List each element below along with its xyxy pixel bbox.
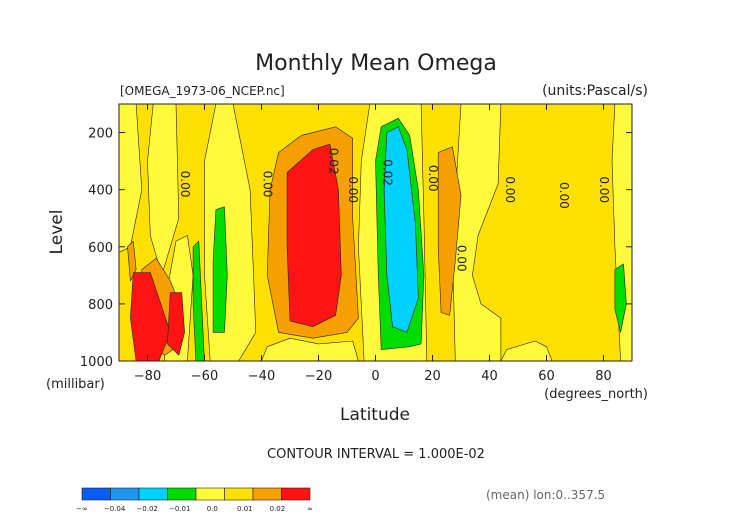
contour-band <box>614 263 627 333</box>
contour-band <box>437 146 462 316</box>
colorbar-label: −0.01 <box>169 505 190 513</box>
contour-band <box>500 340 553 361</box>
contour-label: 0.00 <box>261 171 275 198</box>
colorbar-swatch <box>81 487 111 501</box>
contour-band <box>611 104 632 361</box>
colorbar-label: −0.04 <box>104 505 126 513</box>
colorbar-swatch <box>110 487 140 501</box>
y-tick-label: 600 <box>88 241 113 256</box>
colorbar-swatch <box>138 487 168 501</box>
contour-label: 0.00 <box>178 171 192 198</box>
contour-band <box>119 104 143 253</box>
contour-band <box>261 337 359 361</box>
y-tick-label: 1000 <box>80 355 113 370</box>
contour-band <box>452 104 502 361</box>
units-label: (units:Pascal/s) <box>542 83 648 99</box>
y-tick-label: 400 <box>88 184 113 199</box>
x-tick-label: 60 <box>538 369 555 384</box>
y-unit-label: (millibar) <box>46 377 105 392</box>
x-tick-label: 80 <box>595 369 612 384</box>
contour-label: 0.00 <box>557 182 571 209</box>
contour-band <box>167 292 185 356</box>
y-tick-label: 800 <box>88 298 113 313</box>
x-tick-label: −40 <box>248 369 275 384</box>
colorbar-label: ∞ <box>307 505 313 513</box>
x-tick-label: 0 <box>371 369 379 384</box>
contour-band <box>192 240 205 361</box>
y-axis-label: Level <box>47 210 67 255</box>
x-tick-label: 40 <box>481 369 498 384</box>
contour-label: 0.00 <box>455 245 469 272</box>
colorbar-label: −0.02 <box>136 505 157 513</box>
footer-note: (mean) lon:0..357.5 <box>486 488 605 502</box>
colorbar-swatch <box>195 487 225 501</box>
contour-band <box>127 240 137 282</box>
colorbar-swatch <box>252 487 282 501</box>
chart-title: Monthly Mean Omega <box>255 51 497 76</box>
colorbar: −∞ −0.04 −0.02 −0.01 0.0 0.01 0.02 ∞ <box>76 487 313 513</box>
contour-interval-label: CONTOUR INTERVAL = 1.000E-02 <box>267 447 485 462</box>
colorbar-label: 0.0 <box>207 505 218 513</box>
colorbar-swatch <box>224 487 254 501</box>
y-tick-label: 200 <box>88 127 113 142</box>
x-tick-label: −60 <box>191 369 218 384</box>
contour-labels: 0.00 0.00 0.02 0.00 0.02 0.00 0.00 0.00 0.00 0.00 <box>178 148 611 272</box>
contour-label: 0.02 <box>380 159 394 186</box>
contour-label: 0.00 <box>503 176 517 203</box>
x-tick-label: −80 <box>134 369 161 384</box>
y-axis: 200 400 600 800 1000 <box>80 127 632 370</box>
x-unit-label: (degrees_north) <box>544 387 648 402</box>
contour-label: 0.02 <box>326 148 340 175</box>
colorbar-swatch <box>167 487 197 501</box>
contour-label: 0.00 <box>597 176 611 203</box>
contour-label: 0.00 <box>426 165 440 192</box>
colorbar-swatch <box>281 487 311 501</box>
x-axis-label: Latitude <box>340 405 410 425</box>
file-label: [OMEGA_1973-06_NCEP.nc] <box>120 84 285 98</box>
contour-band <box>383 126 419 333</box>
contour-label: 0.00 <box>346 176 360 203</box>
colorbar-label: 0.01 <box>237 505 253 513</box>
x-tick-label: −20 <box>305 369 332 384</box>
x-tick-label: 20 <box>424 369 441 384</box>
x-axis: −80 −60 −40 −20 0 20 40 60 80 <box>134 104 612 384</box>
plot-area <box>119 104 632 361</box>
colorbar-label: −∞ <box>76 505 88 513</box>
colorbar-label: 0.02 <box>270 505 286 513</box>
contour-band <box>130 272 171 361</box>
contour-band <box>286 143 342 328</box>
contour-band <box>212 206 228 333</box>
